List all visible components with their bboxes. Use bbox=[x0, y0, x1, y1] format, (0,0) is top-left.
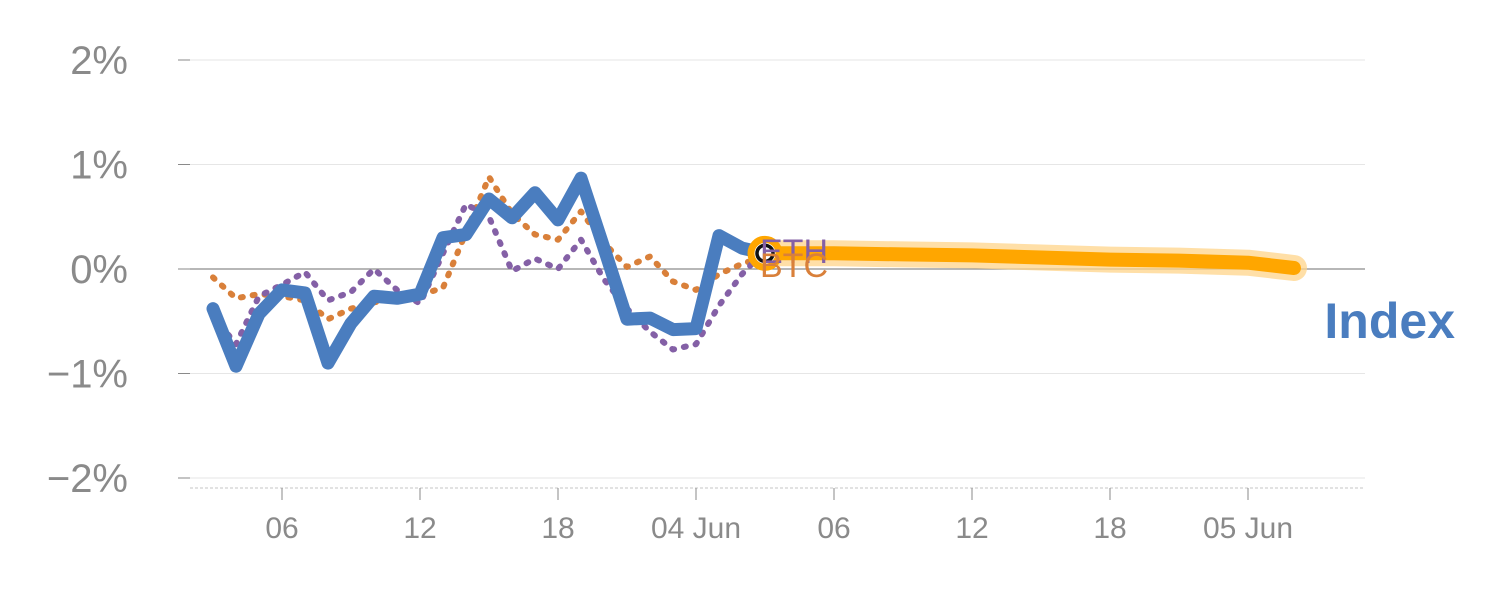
label-index: Index bbox=[1324, 293, 1455, 349]
x-tick-label: 06 bbox=[817, 512, 850, 545]
y-tick-label: −1% bbox=[47, 353, 128, 397]
y-tick-label: 1% bbox=[70, 144, 128, 188]
label-btc: BTC bbox=[760, 247, 828, 285]
x-tick-label: 04 Jun bbox=[651, 512, 741, 545]
x-tick-label: 06 bbox=[265, 512, 298, 545]
series-eth-line bbox=[210, 201, 768, 353]
forecast-line bbox=[758, 246, 1301, 275]
x-tick-label: 18 bbox=[1093, 512, 1126, 545]
x-tick-label: 12 bbox=[955, 512, 988, 545]
series-index-line bbox=[206, 171, 772, 373]
x-tick-label: 18 bbox=[541, 512, 574, 545]
y-tick-label: −2% bbox=[47, 457, 128, 501]
label-eth: ETH bbox=[760, 233, 828, 271]
x-tick-label: 05 Jun bbox=[1203, 512, 1293, 545]
y-tick-label: 2% bbox=[70, 39, 128, 83]
y-tick-label: 0% bbox=[70, 248, 128, 292]
x-tick-label: 12 bbox=[403, 512, 436, 545]
current-point-inner bbox=[755, 243, 775, 264]
